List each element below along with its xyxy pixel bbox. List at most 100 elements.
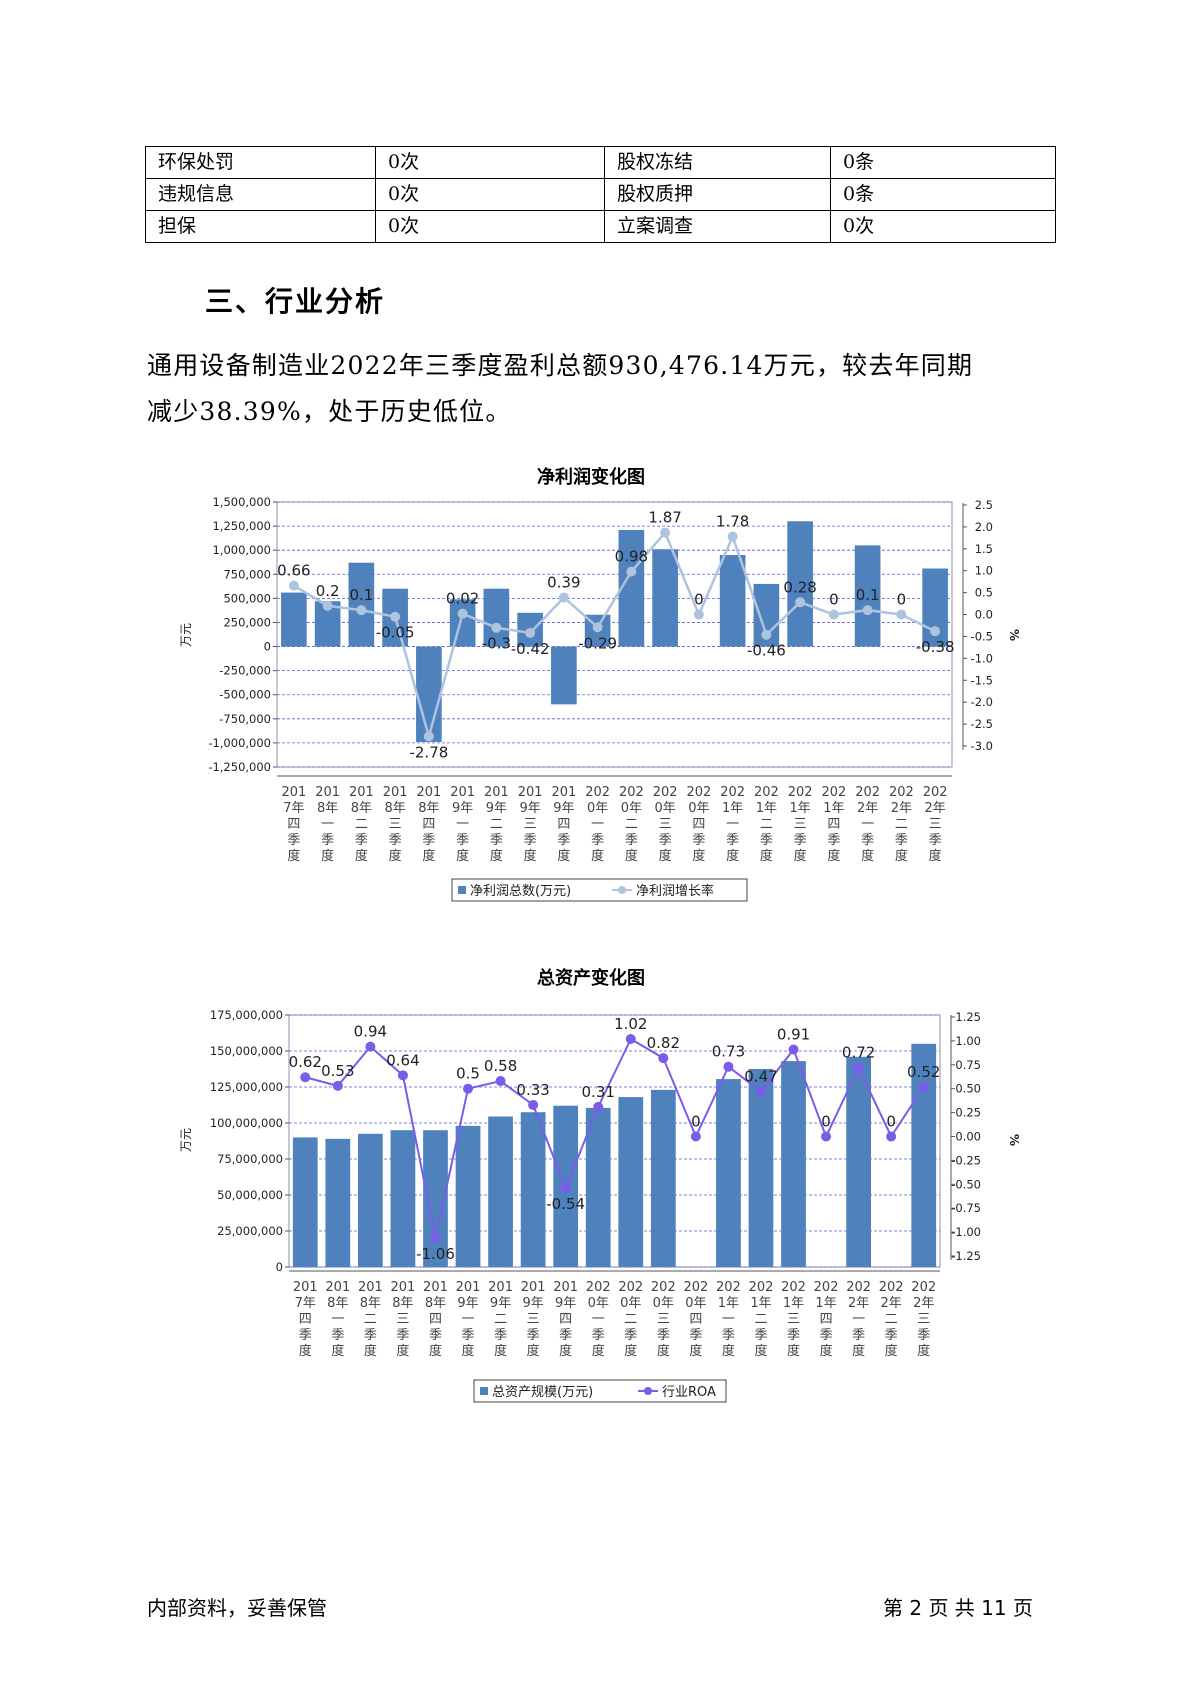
line-point — [853, 1062, 864, 1073]
x-tick-label: 季 — [722, 1328, 735, 1343]
x-tick-label: 季 — [559, 1328, 572, 1343]
x-tick-label: 季 — [794, 833, 807, 848]
bar — [618, 529, 645, 647]
y2-tick-label: -1.0 — [971, 651, 993, 665]
x-tick-label: 度 — [754, 1343, 767, 1359]
bar — [390, 1130, 416, 1267]
bar — [325, 1138, 351, 1267]
x-tick-label: 201 — [383, 785, 408, 800]
x-tick-label: 季 — [364, 1328, 377, 1343]
series-line — [305, 1037, 925, 1239]
line-point — [457, 608, 468, 619]
footer-left: 内部资料，妥善保管 — [147, 1596, 327, 1620]
data-label: -0.38 — [916, 638, 955, 656]
x-tick-label: 202 — [716, 1280, 741, 1295]
x-tick-label: 202 — [683, 1280, 708, 1295]
x-tick-label: 8年 — [327, 1296, 348, 1311]
x-tick-label: 季 — [490, 833, 503, 848]
x-tick-label: 一 — [331, 1312, 344, 1327]
legend-label: 净利润增长率 — [636, 883, 714, 899]
data-label: 0.53 — [321, 1062, 354, 1080]
y-tick-label: -1,250,000 — [208, 760, 271, 774]
bar — [787, 521, 813, 647]
x-tick-label: 三 — [917, 1312, 930, 1327]
x-tick-label: 度 — [524, 848, 537, 864]
data-label: 0.98 — [615, 548, 648, 566]
data-label: -2.78 — [409, 743, 448, 761]
x-tick-label: 0年 — [621, 801, 642, 816]
x-tick-label: 一 — [456, 817, 469, 832]
data-label: 1.87 — [648, 509, 681, 527]
data-label: 0.31 — [582, 1083, 615, 1101]
x-tick-label: 季 — [494, 1328, 507, 1343]
data-label: 0.94 — [354, 1023, 387, 1041]
x-tick-label: 一 — [321, 817, 334, 832]
x-tick-label: 度 — [794, 848, 807, 864]
x-tick-label: 三 — [787, 1312, 800, 1327]
bar — [911, 1043, 937, 1267]
data-label: 0.02 — [446, 590, 479, 608]
bar — [781, 1061, 806, 1267]
data-label: 0.47 — [744, 1068, 777, 1086]
x-tick-label: 季 — [692, 833, 705, 848]
line-point — [862, 605, 873, 616]
y-tick-label: -500,000 — [219, 688, 271, 702]
x-tick-label: 季 — [754, 1328, 767, 1343]
x-tick-label: 四 — [299, 1312, 312, 1327]
info-table-value: 0条 — [830, 146, 1056, 179]
x-tick-label: 三 — [524, 817, 537, 832]
data-label: 1.78 — [716, 513, 749, 531]
y2-tick-label: -0.50 — [951, 1177, 981, 1191]
x-tick-label: 度 — [929, 848, 942, 864]
data-label: 0.33 — [516, 1081, 549, 1099]
x-tick-label: 季 — [820, 1328, 833, 1343]
x-tick-label: 度 — [559, 1343, 572, 1359]
x-tick-label: 二 — [355, 817, 368, 832]
line-point — [626, 566, 637, 577]
x-tick-label: 二 — [494, 1312, 507, 1327]
bar — [449, 599, 476, 647]
x-tick-label: 三 — [657, 1312, 670, 1327]
x-tick-label: 2年 — [848, 1296, 869, 1311]
x-tick-label: 201 — [416, 785, 441, 800]
x-tick-label: 201 — [349, 785, 374, 800]
y-tick-label: -1,000,000 — [208, 736, 271, 750]
x-tick-label: 201 — [391, 1280, 416, 1295]
legend-label: 行业ROA — [662, 1385, 716, 1400]
data-label: 0.5 — [456, 1065, 480, 1083]
info-table-row: 违规信息 0次 股权质押 0条 — [145, 178, 1056, 211]
x-tick-label: 度 — [689, 1343, 702, 1359]
data-label: -0.3 — [482, 635, 511, 653]
x-tick-label: 度 — [726, 848, 739, 864]
x-tick-label: 季 — [929, 833, 942, 848]
paragraph-line-2: 减少38.39%，处于历史低位。 — [147, 397, 512, 426]
bar — [292, 1137, 318, 1267]
line-point — [356, 605, 367, 616]
x-tick-label: 季 — [321, 833, 334, 848]
x-tick-label: 度 — [852, 1343, 865, 1359]
line-point — [727, 531, 738, 542]
y2-tick-label: -0.25 — [951, 1153, 981, 1167]
x-tick-label: 季 — [624, 1328, 637, 1343]
line-point — [592, 622, 603, 633]
data-label: 0 — [691, 1113, 701, 1131]
x-tick-label: 度 — [456, 848, 469, 864]
x-tick-label: 季 — [287, 833, 300, 848]
data-label: 0 — [829, 591, 839, 609]
x-tick-label: 201 — [281, 785, 306, 800]
x-tick-label: 度 — [490, 848, 503, 864]
x-tick-label: 三 — [794, 817, 807, 832]
bar — [618, 1097, 644, 1267]
data-label: 0.39 — [547, 573, 580, 591]
data-label: 0.2 — [316, 582, 340, 600]
x-tick-label: 201 — [315, 785, 340, 800]
x-tick-label: 季 — [462, 1328, 475, 1343]
x-tick-label: 2年 — [857, 801, 878, 816]
line-point — [723, 1061, 734, 1072]
x-tick-label: 7年 — [283, 801, 304, 816]
info-table-value: 0次 — [375, 178, 605, 211]
x-tick-label: 季 — [592, 1328, 605, 1343]
y2-tick-label: 0.00 — [955, 1130, 981, 1144]
y2-tick-label: 0.0 — [975, 608, 993, 622]
x-tick-label: 0年 — [587, 801, 608, 816]
